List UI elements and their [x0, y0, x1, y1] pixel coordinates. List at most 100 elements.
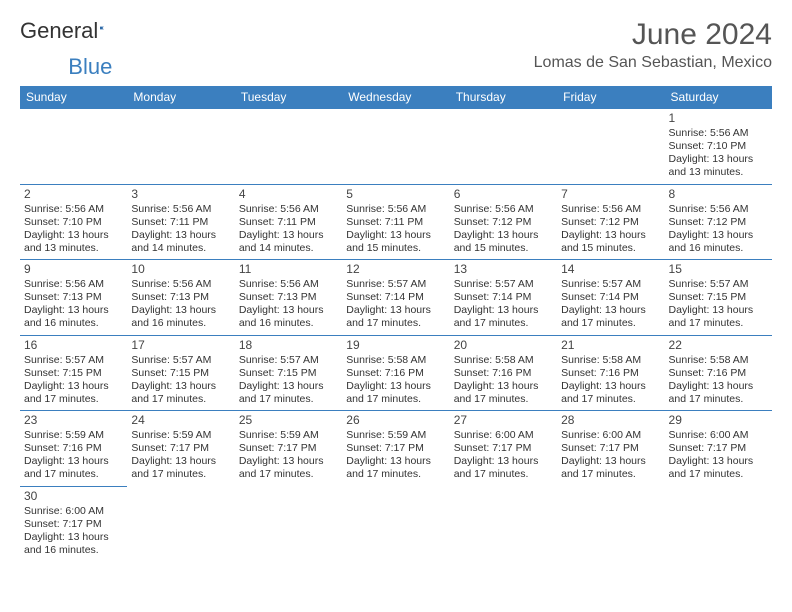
sunrise-line: Sunrise: 5:56 AM [24, 278, 123, 291]
day-cell: 14Sunrise: 5:57 AMSunset: 7:14 PMDayligh… [557, 260, 664, 336]
day-cell: 18Sunrise: 5:57 AMSunset: 7:15 PMDayligh… [235, 335, 342, 411]
sunset-line: Sunset: 7:14 PM [346, 291, 445, 304]
sunrise-line: Sunrise: 5:57 AM [239, 354, 338, 367]
day-cell: 26Sunrise: 5:59 AMSunset: 7:17 PMDayligh… [342, 411, 449, 487]
day-number: 13 [454, 262, 553, 277]
sunset-line: Sunset: 7:10 PM [24, 216, 123, 229]
sunrise-line: Sunrise: 5:59 AM [239, 429, 338, 442]
sunrise-line: Sunrise: 5:58 AM [561, 354, 660, 367]
calendar-row: 9Sunrise: 5:56 AMSunset: 7:13 PMDaylight… [20, 260, 772, 336]
sunrise-line: Sunrise: 5:59 AM [131, 429, 230, 442]
daylight-line: Daylight: 13 hours and 16 minutes. [131, 304, 230, 330]
empty-cell [342, 486, 449, 561]
sunset-line: Sunset: 7:15 PM [24, 367, 123, 380]
logo-text-2: Blue [68, 54, 112, 80]
day-number: 29 [669, 413, 768, 428]
sunset-line: Sunset: 7:17 PM [239, 442, 338, 455]
daylight-line: Daylight: 13 hours and 15 minutes. [561, 229, 660, 255]
day-number: 3 [131, 187, 230, 202]
daylight-line: Daylight: 13 hours and 17 minutes. [669, 380, 768, 406]
day-number: 25 [239, 413, 338, 428]
sunset-line: Sunset: 7:11 PM [239, 216, 338, 229]
calendar-body: 1Sunrise: 5:56 AMSunset: 7:10 PMDaylight… [20, 109, 772, 562]
day-number: 23 [24, 413, 123, 428]
empty-cell [20, 109, 127, 185]
sunrise-line: Sunrise: 5:56 AM [131, 203, 230, 216]
day-cell: 24Sunrise: 5:59 AMSunset: 7:17 PMDayligh… [127, 411, 234, 487]
empty-cell [450, 486, 557, 561]
calendar-table: SundayMondayTuesdayWednesdayThursdayFrid… [20, 86, 772, 561]
empty-cell [450, 109, 557, 185]
daylight-line: Daylight: 13 hours and 14 minutes. [131, 229, 230, 255]
day-number: 27 [454, 413, 553, 428]
logo: General [20, 18, 126, 44]
day-cell: 9Sunrise: 5:56 AMSunset: 7:13 PMDaylight… [20, 260, 127, 336]
calendar-row: 16Sunrise: 5:57 AMSunset: 7:15 PMDayligh… [20, 335, 772, 411]
day-number: 30 [24, 489, 123, 504]
daylight-line: Daylight: 13 hours and 17 minutes. [561, 304, 660, 330]
day-cell: 22Sunrise: 5:58 AMSunset: 7:16 PMDayligh… [665, 335, 772, 411]
day-cell: 30Sunrise: 6:00 AMSunset: 7:17 PMDayligh… [20, 486, 127, 561]
sunrise-line: Sunrise: 5:56 AM [239, 203, 338, 216]
sunrise-line: Sunrise: 5:56 AM [346, 203, 445, 216]
sunrise-line: Sunrise: 5:56 AM [131, 278, 230, 291]
day-number: 12 [346, 262, 445, 277]
day-cell: 12Sunrise: 5:57 AMSunset: 7:14 PMDayligh… [342, 260, 449, 336]
sunrise-line: Sunrise: 5:57 AM [346, 278, 445, 291]
sunrise-line: Sunrise: 5:57 AM [669, 278, 768, 291]
sunrise-line: Sunrise: 5:57 AM [24, 354, 123, 367]
day-number: 7 [561, 187, 660, 202]
empty-cell [342, 109, 449, 185]
day-cell: 11Sunrise: 5:56 AMSunset: 7:13 PMDayligh… [235, 260, 342, 336]
day-cell: 16Sunrise: 5:57 AMSunset: 7:15 PMDayligh… [20, 335, 127, 411]
weekday-header: Tuesday [235, 86, 342, 109]
sunset-line: Sunset: 7:17 PM [454, 442, 553, 455]
day-cell: 29Sunrise: 6:00 AMSunset: 7:17 PMDayligh… [665, 411, 772, 487]
daylight-line: Daylight: 13 hours and 17 minutes. [561, 380, 660, 406]
sunrise-line: Sunrise: 5:58 AM [346, 354, 445, 367]
sunset-line: Sunset: 7:13 PM [131, 291, 230, 304]
daylight-line: Daylight: 13 hours and 17 minutes. [346, 455, 445, 481]
logo-text-1: General [20, 18, 98, 44]
daylight-line: Daylight: 13 hours and 15 minutes. [454, 229, 553, 255]
daylight-line: Daylight: 13 hours and 16 minutes. [24, 531, 123, 557]
day-number: 26 [346, 413, 445, 428]
day-number: 10 [131, 262, 230, 277]
empty-cell [557, 109, 664, 185]
day-number: 17 [131, 338, 230, 353]
empty-cell [127, 109, 234, 185]
daylight-line: Daylight: 13 hours and 17 minutes. [346, 304, 445, 330]
daylight-line: Daylight: 13 hours and 16 minutes. [669, 229, 768, 255]
weekday-header: Saturday [665, 86, 772, 109]
sunset-line: Sunset: 7:11 PM [131, 216, 230, 229]
sunset-line: Sunset: 7:12 PM [669, 216, 768, 229]
day-cell: 1Sunrise: 5:56 AMSunset: 7:10 PMDaylight… [665, 109, 772, 185]
daylight-line: Daylight: 13 hours and 17 minutes. [561, 455, 660, 481]
weekday-header-row: SundayMondayTuesdayWednesdayThursdayFrid… [20, 86, 772, 109]
day-number: 2 [24, 187, 123, 202]
day-cell: 25Sunrise: 5:59 AMSunset: 7:17 PMDayligh… [235, 411, 342, 487]
daylight-line: Daylight: 13 hours and 17 minutes. [669, 455, 768, 481]
day-cell: 4Sunrise: 5:56 AMSunset: 7:11 PMDaylight… [235, 184, 342, 260]
sunrise-line: Sunrise: 5:58 AM [669, 354, 768, 367]
sunset-line: Sunset: 7:15 PM [669, 291, 768, 304]
sunset-line: Sunset: 7:12 PM [561, 216, 660, 229]
sunset-line: Sunset: 7:17 PM [131, 442, 230, 455]
day-cell: 10Sunrise: 5:56 AMSunset: 7:13 PMDayligh… [127, 260, 234, 336]
daylight-line: Daylight: 13 hours and 17 minutes. [239, 455, 338, 481]
day-number: 24 [131, 413, 230, 428]
sunrise-line: Sunrise: 5:57 AM [131, 354, 230, 367]
daylight-line: Daylight: 13 hours and 17 minutes. [131, 455, 230, 481]
day-number: 16 [24, 338, 123, 353]
day-cell: 3Sunrise: 5:56 AMSunset: 7:11 PMDaylight… [127, 184, 234, 260]
sunset-line: Sunset: 7:17 PM [24, 518, 123, 531]
calendar-row: 2Sunrise: 5:56 AMSunset: 7:10 PMDaylight… [20, 184, 772, 260]
sunrise-line: Sunrise: 5:59 AM [346, 429, 445, 442]
day-number: 28 [561, 413, 660, 428]
weekday-header: Sunday [20, 86, 127, 109]
daylight-line: Daylight: 13 hours and 17 minutes. [24, 455, 123, 481]
sunset-line: Sunset: 7:14 PM [454, 291, 553, 304]
day-cell: 27Sunrise: 6:00 AMSunset: 7:17 PMDayligh… [450, 411, 557, 487]
sunrise-line: Sunrise: 5:56 AM [24, 203, 123, 216]
title-block: June 2024 Lomas de San Sebastian, Mexico [534, 18, 772, 72]
